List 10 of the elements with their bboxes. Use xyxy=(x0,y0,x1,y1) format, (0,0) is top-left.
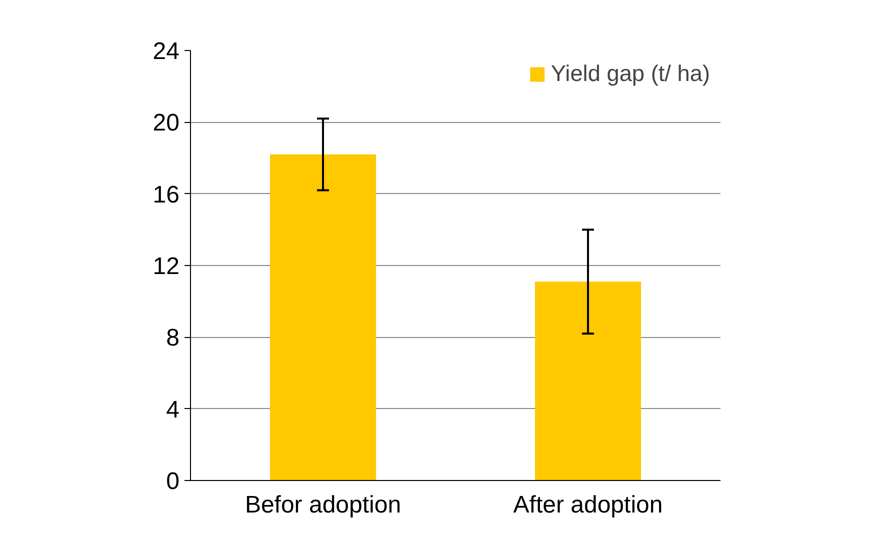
x-tick-label: After adoption xyxy=(513,492,663,518)
legend-label: Yield gap (t/ ha) xyxy=(550,60,710,87)
x-tick-label: Befor adoption xyxy=(244,492,402,518)
y-tick-label: 20 xyxy=(152,110,180,137)
y-tick-label: 8 xyxy=(166,324,180,352)
y-tick-label: 16 xyxy=(152,181,180,208)
y-tick-label: 24 xyxy=(152,38,180,65)
y-tick-label: 0 xyxy=(166,468,180,495)
y-tick-label: 12 xyxy=(152,253,180,280)
y-tick-label: 4 xyxy=(166,396,180,424)
